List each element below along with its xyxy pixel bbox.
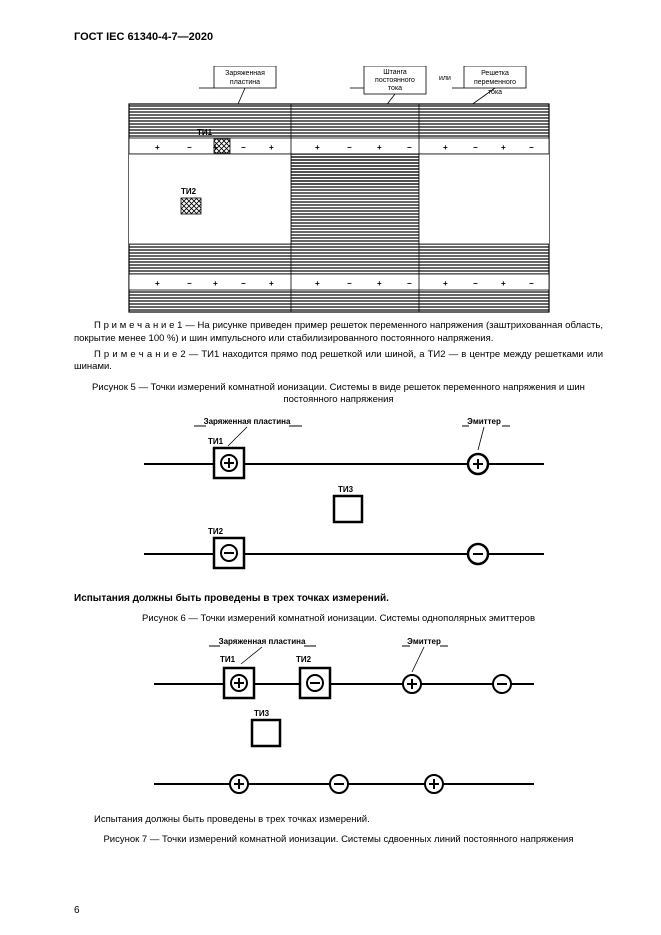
page-number: 6 — [74, 904, 80, 917]
svg-text:ТИ1: ТИ1 — [197, 128, 213, 137]
svg-text:+: + — [269, 279, 274, 288]
figure-5: Заряженная пластина Штанга постоянного т… — [119, 66, 559, 316]
svg-text:+: + — [269, 143, 274, 152]
svg-text:Эмиттер: Эмиттер — [467, 417, 501, 426]
svg-text:ТИ1: ТИ1 — [220, 655, 236, 664]
svg-text:пластина: пластина — [229, 79, 259, 86]
svg-text:+: + — [315, 279, 320, 288]
svg-text:−: − — [407, 143, 412, 152]
svg-text:+: + — [443, 279, 448, 288]
fig5-note2: П р и м е ч а н и е 2 — ТИ1 находится пр… — [74, 349, 603, 374]
svg-text:+: + — [155, 143, 160, 152]
svg-text:−: − — [187, 143, 192, 152]
svg-text:−: − — [241, 279, 246, 288]
fig6-plate-label: Заряженная пластина — [203, 417, 290, 426]
svg-text:ТИ2: ТИ2 — [181, 187, 197, 196]
figure-6: Заряженная пластина Эмиттер ТИ1 ТИ3 ТИ2 — [124, 414, 554, 574]
svg-text:+: + — [315, 143, 320, 152]
svg-text:Решетка: Решетка — [481, 70, 509, 77]
svg-text:или: или — [439, 75, 451, 82]
svg-text:−: − — [473, 279, 478, 288]
svg-text:Штанга: Штанга — [383, 69, 407, 76]
svg-text:Заряженная: Заряженная — [225, 70, 265, 77]
svg-text:ТИ2: ТИ2 — [296, 655, 312, 664]
svg-text:ТИ1: ТИ1 — [208, 437, 224, 446]
svg-text:тока: тока — [487, 89, 501, 96]
doc-header: ГОСТ IEC 61340-4-7—2020 — [74, 30, 603, 44]
svg-text:Заряженная пластина: Заряженная пластина — [218, 637, 305, 646]
svg-text:ТИ3: ТИ3 — [338, 485, 354, 494]
svg-text:−: − — [187, 279, 192, 288]
svg-text:ТИ2: ТИ2 — [208, 527, 224, 536]
svg-text:+: + — [377, 279, 382, 288]
svg-text:переменного: переменного — [473, 79, 515, 86]
fig5-note1: П р и м е ч а н и е 1 — На рисунке приве… — [74, 320, 603, 345]
svg-text:−: − — [347, 279, 352, 288]
svg-text:тока: тока — [387, 85, 401, 92]
svg-text:+: + — [443, 143, 448, 152]
svg-text:+: + — [155, 279, 160, 288]
svg-text:Эмиттер: Эмиттер — [407, 637, 441, 646]
svg-text:−: − — [347, 143, 352, 152]
svg-text:+: + — [501, 143, 506, 152]
svg-text:−: − — [241, 143, 246, 152]
fig7-caption: Рисунок 7 — Точки измерений комнатной ио… — [74, 834, 603, 846]
fig6-caption: Рисунок 6 — Точки измерений комнатной ио… — [74, 613, 603, 625]
svg-text:−: − — [473, 143, 478, 152]
figure-7: Заряженная пластина Эмиттер ТИ1 ТИ2 ТИ3 — [124, 634, 554, 804]
svg-text:+: + — [501, 279, 506, 288]
svg-text:−: − — [529, 143, 534, 152]
svg-text:+: + — [213, 279, 218, 288]
svg-text:−: − — [529, 279, 534, 288]
svg-text:постоянного: постоянного — [375, 77, 415, 84]
svg-text:+: + — [377, 143, 382, 152]
svg-text:−: − — [407, 279, 412, 288]
fig7-line: Испытания должны быть проведены в трех т… — [74, 814, 603, 826]
fig5-caption: Рисунок 5 — Точки измерений комнатной ио… — [74, 382, 603, 407]
fig6-bold-line: Испытания должны быть проведены в трех т… — [74, 592, 603, 605]
svg-text:ТИ3: ТИ3 — [254, 709, 270, 718]
